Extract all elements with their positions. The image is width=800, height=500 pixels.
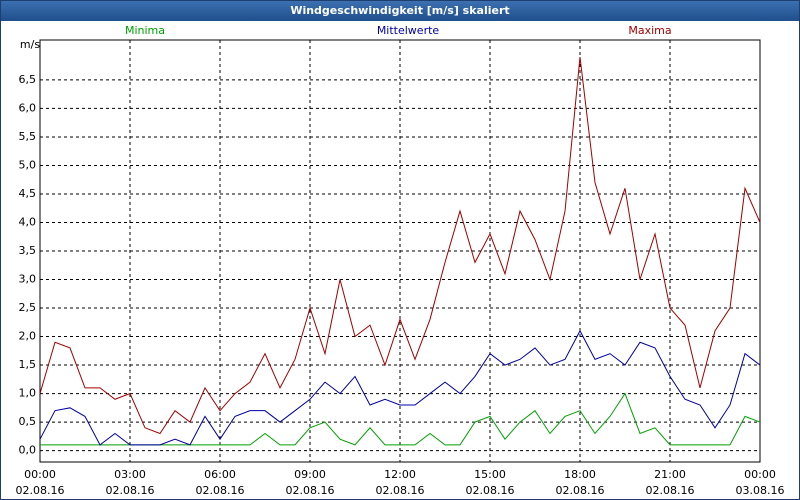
y-tick-label: 5,5 xyxy=(19,130,37,143)
legend-entry: Minima xyxy=(125,24,165,37)
window-title: Windgeschwindigkeit [m/s] skaliert xyxy=(1,1,799,21)
x-tick-date: 02.08.16 xyxy=(556,484,605,497)
x-tick-label: 12:00 xyxy=(384,468,416,481)
x-tick-date: 02.08.16 xyxy=(466,484,515,497)
y-tick-label: 0,5 xyxy=(19,415,37,428)
x-tick-label: 00:00 xyxy=(24,468,56,481)
y-axis-label: m/s xyxy=(20,38,40,51)
x-tick-label: 03:00 xyxy=(114,468,146,481)
x-tick-date: 03.08.16 xyxy=(736,484,785,497)
y-tick-label: 5,0 xyxy=(19,158,37,171)
y-tick-label: 1,5 xyxy=(19,358,37,371)
x-tick-date: 02.08.16 xyxy=(106,484,155,497)
x-tick-label: 06:00 xyxy=(204,468,236,481)
x-tick-date: 02.08.16 xyxy=(16,484,65,497)
data-line xyxy=(39,329,761,446)
x-tick-label: 00:00 xyxy=(744,468,776,481)
x-tick-label: 21:00 xyxy=(654,468,686,481)
x-tick-date: 02.08.16 xyxy=(286,484,335,497)
y-tick-label: 2,5 xyxy=(19,301,37,314)
x-tick-date: 02.08.16 xyxy=(376,484,425,497)
legend-entry: Maxima xyxy=(628,24,671,37)
y-tick-label: 3,0 xyxy=(19,273,37,286)
y-tick-label: 2,0 xyxy=(19,330,37,343)
plot-frame xyxy=(39,39,761,463)
data-line xyxy=(39,57,761,435)
y-tick-label: 3,5 xyxy=(19,244,37,257)
y-tick-label: 0,0 xyxy=(19,444,37,457)
y-tick-label: 4,5 xyxy=(19,187,37,200)
x-tick-label: 09:00 xyxy=(294,468,326,481)
x-tick-label: 15:00 xyxy=(474,468,506,481)
x-tick-label: 18:00 xyxy=(564,468,596,481)
y-tick-label: 4,0 xyxy=(19,215,37,228)
y-tick-label: 6,5 xyxy=(19,73,37,86)
y-tick-label: 1,0 xyxy=(19,387,37,400)
chart: m/s 0,0 0,5 1,0 1,5 2,0 2,5 3,0 3,5 4,0 4,5 5,0 5,5… xyxy=(16,24,785,497)
y-tick-label: 6,0 xyxy=(19,101,37,114)
legend-entry: Mittelwerte xyxy=(377,24,440,37)
x-tick-date: 02.08.16 xyxy=(196,484,245,497)
x-tick-date: 02.08.16 xyxy=(646,484,695,497)
